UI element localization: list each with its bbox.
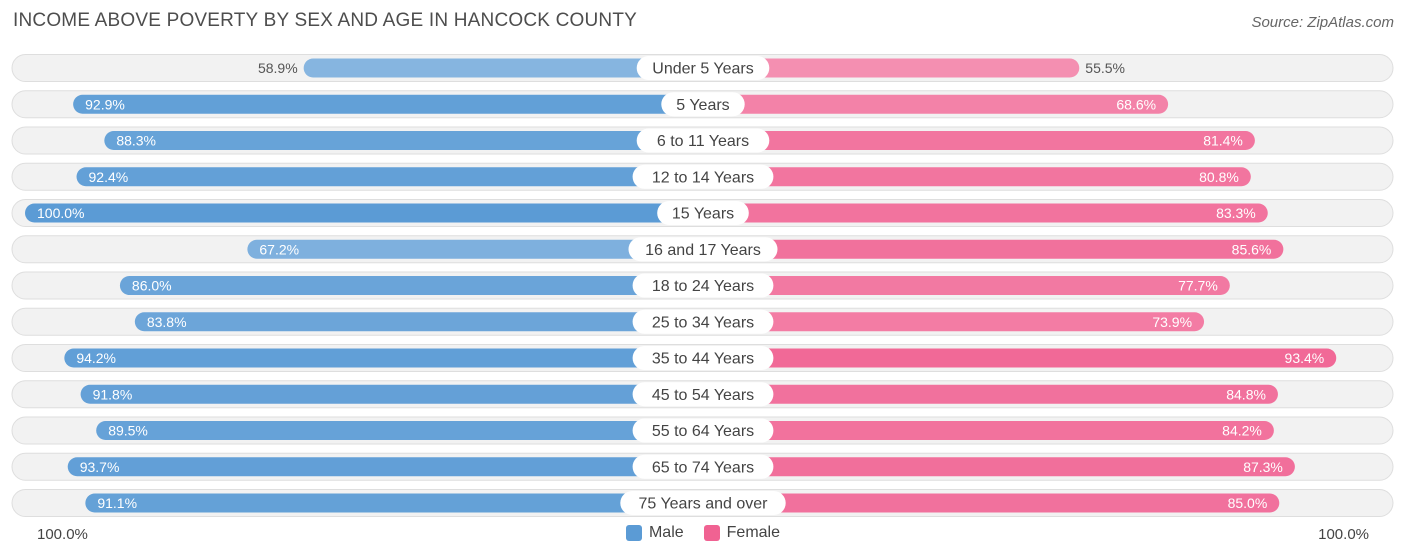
bar-female: [703, 457, 1295, 477]
category-label: Under 5 Years: [652, 61, 753, 78]
value-label-male: 88.3%: [116, 133, 156, 149]
category-label: 65 to 74 Years: [652, 459, 754, 476]
category-label: 35 to 44 Years: [652, 351, 754, 368]
value-label-male: 91.1%: [97, 495, 137, 511]
value-label-female: 93.4%: [1285, 350, 1325, 366]
value-label-female: 85.0%: [1228, 495, 1268, 511]
bar-male: [25, 203, 703, 223]
bar-male: [104, 131, 704, 150]
chart-title: INCOME ABOVE POVERTY BY SEX AND AGE IN H…: [13, 10, 638, 31]
category-label-pill: [632, 454, 774, 479]
category-label-pill: [657, 201, 749, 225]
axis-right-label: 100.0%: [1318, 526, 1369, 543]
value-label-male: 92.9%: [85, 96, 125, 112]
bar-female: [703, 239, 1284, 259]
bar-female: [703, 384, 1278, 404]
value-label-male: 86.0%: [132, 278, 172, 294]
category-label: 45 to 54 Years: [652, 387, 754, 404]
axis-left-label: 100.0%: [37, 526, 88, 543]
bar-female: [703, 58, 1080, 78]
value-label-female: 68.6%: [1116, 96, 1156, 112]
bar-female: [703, 348, 1337, 368]
value-label-female: 55.5%: [1085, 60, 1125, 76]
value-label-female: 73.9%: [1152, 314, 1192, 330]
value-label-female: 77.7%: [1178, 278, 1218, 294]
category-label: 15 Years: [672, 206, 734, 223]
value-label-male: 67.2%: [259, 241, 299, 257]
category-label-pill: [632, 382, 774, 407]
legend-item-male[interactable]: Male: [625, 524, 684, 542]
bar-male: [96, 421, 703, 440]
category-label: 55 to 64 Years: [652, 423, 754, 440]
bar-male: [85, 493, 704, 513]
bar-female: [703, 276, 1230, 295]
value-label-male: 58.9%: [258, 60, 298, 76]
bar-female: [703, 203, 1268, 223]
category-label-pill: [632, 346, 774, 370]
category-label: 25 to 34 Years: [652, 314, 754, 331]
value-label-female: 80.8%: [1199, 169, 1239, 185]
legend-item-female[interactable]: Female: [703, 524, 781, 542]
value-label-female: 87.3%: [1243, 459, 1283, 475]
value-label-male: 94.2%: [76, 350, 116, 366]
bar-female: [703, 131, 1255, 150]
value-label-male: 89.5%: [108, 423, 148, 439]
bar-male: [134, 312, 703, 332]
bar-male: [67, 457, 704, 477]
legend: Male Female: [0, 524, 1406, 542]
value-label-female: 84.2%: [1222, 423, 1262, 439]
category-label-pill: [628, 237, 778, 262]
bar-female: [703, 312, 1205, 332]
category-label-pill: [632, 164, 774, 189]
value-label-female: 85.6%: [1232, 241, 1272, 257]
bar-female: [703, 167, 1251, 187]
legend-label-female: Female: [726, 524, 781, 541]
bar-female: [703, 421, 1274, 440]
value-label-male: 83.8%: [147, 314, 187, 330]
category-label-pill: [632, 273, 774, 298]
bar-male: [76, 167, 703, 187]
bar-male: [119, 276, 704, 295]
legend-swatch-male: [625, 525, 642, 541]
category-label-pill: [661, 92, 745, 117]
category-label-pill: [632, 418, 774, 443]
bar-male: [303, 58, 703, 78]
legend-label-male: Male: [648, 524, 684, 541]
category-label: 16 and 17 Years: [645, 242, 761, 259]
bar-male: [64, 348, 704, 368]
value-label-female: 81.4%: [1203, 133, 1243, 149]
bar-female: [703, 94, 1169, 114]
value-label-male: 100.0%: [37, 205, 84, 221]
bar-female: [703, 493, 1280, 513]
value-label-female: 83.3%: [1216, 205, 1256, 221]
category-label: 18 to 24 Years: [652, 278, 754, 295]
category-label: 12 to 14 Years: [652, 169, 754, 186]
legend-swatch-female: [703, 525, 720, 541]
bar-male: [80, 384, 703, 404]
category-label: 5 Years: [676, 97, 729, 114]
bar-male: [247, 239, 703, 259]
value-label-female: 84.8%: [1226, 386, 1266, 402]
value-label-male: 91.8%: [93, 386, 133, 402]
category-label-pill: [632, 309, 774, 334]
category-label-pill: [636, 128, 770, 153]
source-label: Source: ZipAtlas.com: [1251, 14, 1394, 31]
value-label-male: 92.4%: [89, 169, 129, 185]
category-label: 6 to 11 Years: [657, 133, 749, 150]
category-label-pill: [620, 491, 786, 515]
category-label-pill: [636, 56, 770, 80]
bar-male: [73, 94, 703, 114]
category-label: 75 Years and over: [639, 496, 769, 513]
value-label-male: 93.7%: [80, 459, 120, 475]
